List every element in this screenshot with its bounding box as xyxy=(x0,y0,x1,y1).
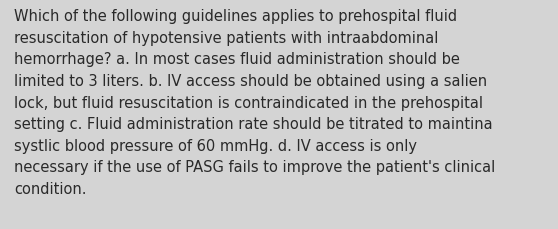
Text: Which of the following guidelines applies to prehospital fluid
resuscitation of : Which of the following guidelines applie… xyxy=(14,9,495,196)
